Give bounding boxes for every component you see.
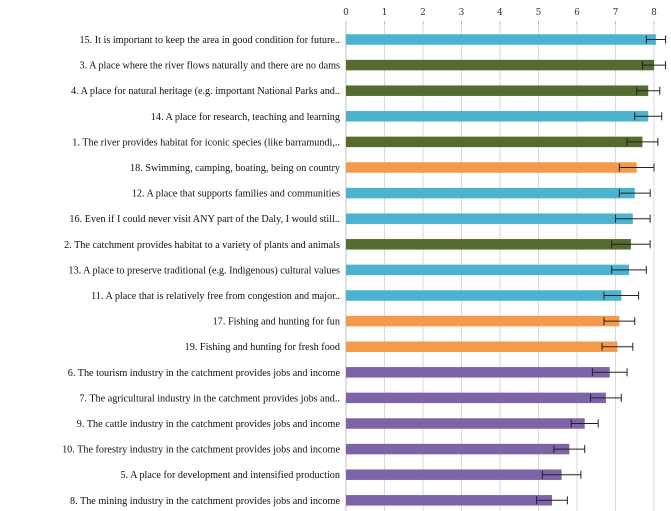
- category-label: 3. A place where the river flows natural…: [79, 61, 340, 72]
- bars: [346, 34, 667, 506]
- category-label: 14. A place for research, teaching and l…: [151, 112, 340, 123]
- error-bar: [641, 61, 667, 70]
- category-label: 12. A place that supports families and c…: [132, 189, 340, 200]
- category-label: 7. The agricultural industry in the catc…: [79, 393, 340, 404]
- bar: [346, 239, 631, 250]
- category-label: 5. A place for development and intensifi…: [120, 470, 340, 481]
- x-tick-label: 0: [343, 8, 349, 18]
- error-bar: [626, 137, 659, 146]
- bar: [346, 111, 649, 122]
- x-tick-label: 7: [613, 8, 619, 18]
- error-bar: [601, 342, 634, 351]
- bar: [346, 290, 622, 301]
- x-tick-label: 4: [497, 8, 503, 18]
- bar: [346, 34, 656, 45]
- x-tick-label: 6: [574, 8, 580, 18]
- x-tick-label: 5: [536, 8, 542, 18]
- error-bar: [615, 214, 651, 223]
- error-bar: [603, 291, 640, 300]
- category-label: 10. The forestry industry in the catchme…: [62, 445, 340, 456]
- bar: [346, 162, 637, 173]
- bar: [346, 136, 643, 148]
- error-bar: [611, 265, 647, 274]
- category-label: 4. A place for natural heritage (e.g. im…: [71, 86, 340, 97]
- bar: [346, 443, 570, 455]
- category-label: 16. Even if I could never visit ANY part…: [69, 214, 340, 225]
- error-bar: [589, 393, 622, 402]
- category-label: 18. Swimming, camping, boating, being on…: [130, 163, 341, 174]
- category-label: 11. A place that is relatively free from…: [91, 291, 340, 302]
- bar: [346, 264, 629, 276]
- error-bar: [603, 317, 636, 326]
- x-tick-label: 8: [651, 8, 657, 18]
- category-label: 15. It is important to keep the area in …: [79, 35, 340, 46]
- error-bar: [611, 240, 651, 249]
- category-label: 1. The river provides habitat for iconic…: [72, 137, 340, 148]
- error-bar: [634, 112, 663, 121]
- bar: [346, 392, 606, 404]
- bar: [346, 213, 633, 224]
- bar: [346, 59, 654, 71]
- error-bar: [591, 368, 628, 377]
- error-bar: [636, 86, 661, 95]
- category-labels: 15. It is important to keep the area in …: [62, 35, 341, 507]
- x-tick-label: 2: [420, 8, 426, 18]
- bar: [346, 469, 562, 480]
- bar: [346, 367, 610, 378]
- error-bar: [536, 496, 568, 505]
- error-bar: [553, 445, 586, 454]
- bar: [346, 187, 635, 199]
- category-label: 9. The cattle industry in the catchment …: [77, 419, 341, 430]
- category-label: 17. Fishing and hunting for fun: [213, 317, 340, 328]
- category-label: 13. A place to preserve traditional (e.g…: [68, 265, 340, 276]
- bar: [346, 495, 552, 506]
- bar: [346, 85, 649, 96]
- bar: [346, 418, 585, 429]
- category-label: 19. Fishing and hunting for fresh food: [185, 342, 340, 353]
- error-bar: [570, 419, 599, 428]
- x-tick-label: 3: [459, 8, 465, 18]
- error-bar: [618, 163, 655, 172]
- category-label: 2. The catchment provides habitat to a v…: [64, 240, 340, 251]
- bar: [346, 341, 618, 352]
- bar: [346, 315, 620, 327]
- category-label: 6. The tourism industry in the catchment…: [68, 368, 341, 379]
- error-bar: [541, 470, 582, 479]
- x-axis-ticks: 0 1 2 3 4 5 6 7 8: [343, 8, 657, 24]
- error-bar: [618, 189, 651, 198]
- error-bar: [645, 35, 667, 44]
- x-tick-label: 1: [382, 8, 388, 18]
- category-label: 8. The mining industry in the catchment …: [70, 496, 340, 507]
